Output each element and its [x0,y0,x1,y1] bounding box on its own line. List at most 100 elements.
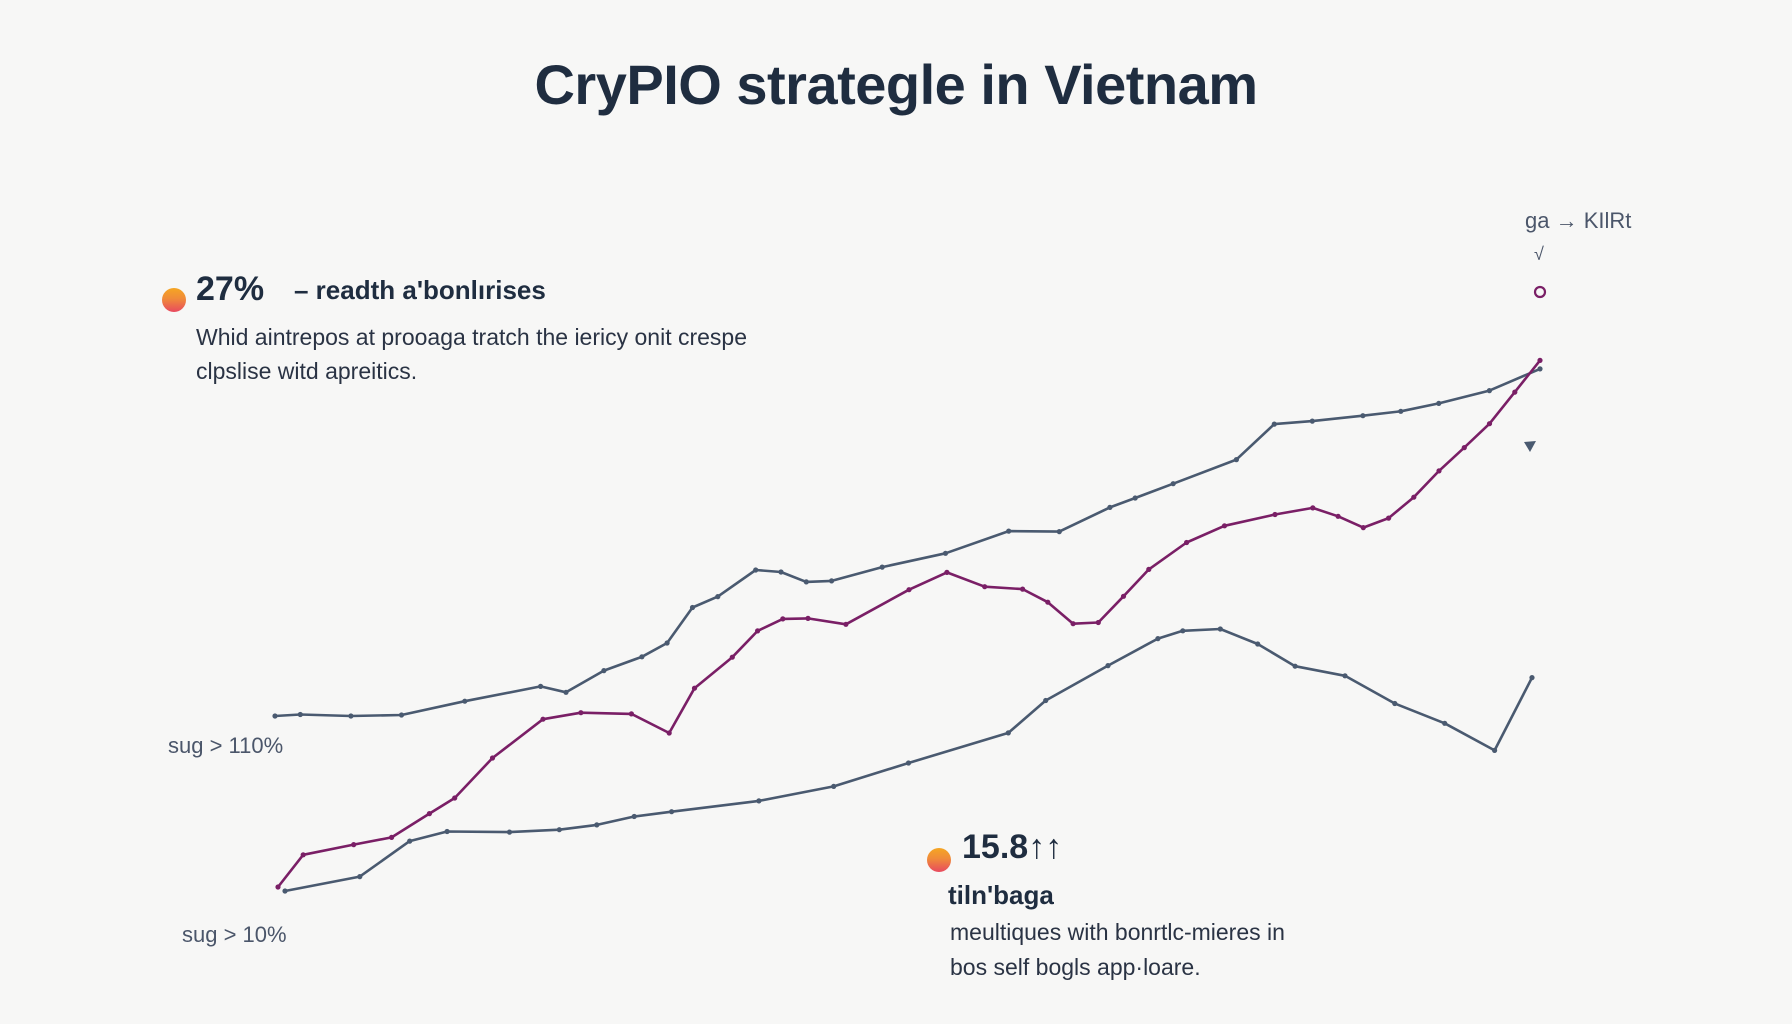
series-3-point [905,760,912,766]
annotation-bottom-body-line1: meultiques with bonrtlc-mieres in [950,919,1285,945]
series-3-point [407,838,413,844]
series-2-point [1020,586,1026,592]
series-2-point [906,587,912,593]
series-line-3 [284,627,1534,893]
annotation-top-value: 27% [196,270,265,308]
series-2-point [1335,513,1341,519]
series-1-point [1436,400,1442,406]
series-2-point [1120,593,1127,599]
red-marker-icon [927,848,951,872]
series-3-point [594,822,600,828]
series-2-point [389,834,395,841]
series-2-point [452,795,458,801]
series-2-point [1272,511,1278,518]
series-2-point [1436,468,1442,474]
series-1-point [1233,457,1239,463]
series-2-point [1095,619,1101,626]
series-2-point [1146,566,1152,573]
series-2-point [805,615,811,622]
series-2-point [729,654,735,660]
series-1-point [1360,413,1366,419]
series-2-point [540,716,546,722]
series-2-point [1360,525,1366,531]
orange-marker-icon [162,288,186,312]
series-3-point [669,809,675,815]
series-2-point [426,811,432,817]
label-left-upper: sug > 110% [168,733,284,758]
series-1-point [1309,418,1315,424]
series-2-point [1512,389,1518,395]
series-1-point [803,579,809,585]
series-1-point [601,668,607,674]
series-1-point [715,594,721,600]
series-3-point [1529,675,1535,681]
series-3-point [1105,663,1111,669]
series-line-1 [274,367,1541,718]
series-2-point [1386,515,1392,521]
series-3-point [1180,628,1186,634]
series-2-point [1411,494,1417,500]
series-3-point [1292,663,1298,669]
series-1-point [1486,388,1492,394]
series-3-arrowhead [1524,441,1536,452]
series-1-point [462,698,468,704]
label-top-right-mark: √ [1534,244,1544,264]
series-3-point [1442,720,1448,726]
annotation-top-body-line1: Whid aintrepos at prooaga tratch the ier… [196,324,748,350]
series-3-point [631,813,637,820]
series-2-point [755,628,761,634]
series-2-point [275,884,281,890]
series-3-point [1342,673,1348,679]
series-3-point [1392,700,1398,707]
series-1-point [1271,421,1277,427]
annotation-bottom-value: 15.8↑↑ [962,828,1063,866]
series-1-point [272,713,278,719]
series-3-point [1005,730,1011,736]
series-3-point [556,827,562,833]
series-1-point [1107,504,1113,510]
series-3-point [444,828,450,835]
series-1-point [1056,529,1062,535]
series-1-point [689,604,696,611]
series-2-point [1537,357,1543,363]
series-1-point [538,683,544,690]
end-marker [1533,285,1547,299]
series-3-point [756,798,762,804]
series-3-point [1043,697,1049,704]
series-1-point [1006,528,1012,534]
series-2-point [1070,621,1076,627]
series-1-point [879,564,885,570]
series-2-point [780,616,786,622]
series-1-point [563,689,569,695]
label-top-right: ga → KIlRt [1525,208,1632,233]
series-2-point [351,842,357,848]
series-3-point [506,829,513,835]
annotation-bottom-body-line2: bos self bogls app·loare. [950,954,1201,980]
annotation-top-body-line2: clpslise witd apreitics. [196,358,418,384]
series-2-point [578,710,584,716]
series-2-point [666,730,672,736]
series-2-point [1045,599,1051,605]
series-2-point [1461,445,1467,451]
series-1-point [398,712,405,718]
annotation-bottom-heading: tiln'baga [948,880,1054,910]
series-1-point [1132,495,1138,501]
series-line-2 [276,359,1542,888]
series-1-point [778,569,784,575]
series-2-point [1221,523,1228,529]
series-1-point [753,567,759,573]
series-1-point [639,654,645,660]
chart-title: CryPIO strategle in Vietnam [534,53,1258,116]
series-1-point [348,713,354,719]
series-2-point [1310,505,1316,511]
series-2-point [628,711,635,717]
series-3-point [1492,747,1498,754]
series-1-point [1537,366,1543,372]
series-3-point [357,874,363,880]
series-1-point [1170,481,1176,487]
annotation-top-heading: – readth a'bonlırises [294,275,546,305]
series-1-point [1398,408,1404,414]
series-3-point [831,783,837,790]
series-1-point [664,640,670,646]
